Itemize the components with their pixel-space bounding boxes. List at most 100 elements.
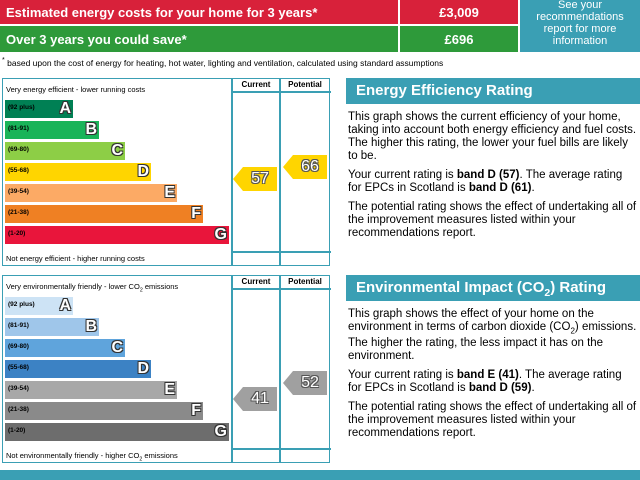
text: This graph shows the effect of your home… xyxy=(348,308,594,333)
band-range: (55-68) xyxy=(8,167,29,174)
band-letter: B xyxy=(85,121,97,138)
text: . The average rating for EPCs in Scotlan… xyxy=(348,369,622,395)
band-range: (92 plus) xyxy=(8,301,35,308)
band: (81-91) B xyxy=(5,318,99,336)
recommendations-link[interactable]: See your recommendations report for more… xyxy=(520,0,640,52)
band-letter: C xyxy=(111,142,123,159)
potential-header: Potential xyxy=(288,277,322,286)
text: 2 xyxy=(139,287,143,294)
text: 2 xyxy=(139,456,143,463)
environment-chart: Current Potential Very environmentally f… xyxy=(2,275,331,463)
potential-column xyxy=(279,276,329,462)
current-header: Current xyxy=(241,80,271,89)
potential-header: Potential xyxy=(288,80,322,89)
rating-value: 52 xyxy=(301,374,319,392)
band-range: (21-38) xyxy=(8,406,29,413)
text: 2 xyxy=(570,326,575,336)
rating-value: 57 xyxy=(251,170,269,188)
band-range: (21-38) xyxy=(8,209,29,216)
band-letter: G xyxy=(214,226,227,243)
arrow-shape xyxy=(233,386,277,411)
band: (81-91) B xyxy=(5,121,99,139)
footer-rule xyxy=(231,251,331,253)
band-range: (1-20) xyxy=(8,427,26,434)
band-range: (39-54) xyxy=(8,385,29,392)
paragraph: Your current rating is band D (57). The … xyxy=(348,169,638,195)
band-letter: B xyxy=(85,318,97,335)
band-letter: A xyxy=(59,297,71,314)
band-letter: F xyxy=(191,205,201,222)
save-label: Over 3 years you could save* xyxy=(0,26,398,52)
current-rating-arrow: 41 xyxy=(233,386,277,411)
current-header: Current xyxy=(241,277,271,286)
band: (21-38) F xyxy=(5,205,203,223)
footnote-mark: * xyxy=(2,56,5,64)
band: (1-20) G xyxy=(5,226,229,244)
paragraph: This graph shows the effect of your home… xyxy=(348,308,638,363)
text: . xyxy=(531,382,535,395)
band-range: (39-54) xyxy=(8,188,29,195)
footer-bar xyxy=(0,470,640,480)
energy-title: Energy Efficiency Rating xyxy=(346,78,640,104)
band: (55-68) D xyxy=(5,163,151,181)
band-range: (1-20) xyxy=(8,230,26,237)
text: band D (61) xyxy=(468,182,532,194)
band: (39-54) E xyxy=(5,184,177,202)
potential-rating-arrow: 52 xyxy=(283,371,327,396)
text: ) emissions. The higher the rating, the … xyxy=(348,321,637,363)
arrow-shape xyxy=(233,167,277,192)
arrow-shape xyxy=(283,371,327,396)
band-range: (69-80) xyxy=(8,343,29,350)
costs-value: £3,009 xyxy=(400,0,518,24)
paragraph: The potential rating shows the effect of… xyxy=(348,201,637,239)
band: (1-20) G xyxy=(5,423,229,441)
text: . xyxy=(531,182,535,194)
header-rule xyxy=(231,91,331,93)
band-letter: F xyxy=(191,402,201,419)
current-rating-arrow: 57 xyxy=(233,167,277,192)
band-range: (69-80) xyxy=(8,146,29,153)
paragraph: Your current rating is band E (41). The … xyxy=(348,369,638,395)
potential-column xyxy=(279,79,329,265)
arrow-shape xyxy=(283,154,327,179)
footer-rule xyxy=(231,448,331,450)
text: band D (57) xyxy=(456,169,520,181)
bottom-label: Not environmentally friendly - higher CO… xyxy=(6,451,178,463)
environment-description: This graph shows the effect of your home… xyxy=(348,308,638,446)
paragraph: The potential rating shows the effect of… xyxy=(348,401,637,440)
band-range: (81-91) xyxy=(8,125,29,132)
band-range: (92 plus) xyxy=(8,104,35,111)
bottom-label: Not energy efficient - higher running co… xyxy=(6,254,145,263)
potential-rating-arrow: 66 xyxy=(283,154,327,179)
text: emissions xyxy=(142,451,178,460)
band: (69-80) C xyxy=(5,339,125,357)
band: (21-38) F xyxy=(5,402,203,420)
text: emissions xyxy=(142,282,179,291)
top-label: Very environmentally friendly - lower CO… xyxy=(6,282,178,294)
environment-title: Environmental Impact (CO2) Rating xyxy=(346,275,640,301)
current-column xyxy=(231,79,281,265)
band: (55-68) D xyxy=(5,360,151,378)
rating-value: 66 xyxy=(301,157,319,175)
band: (92 plus) A xyxy=(5,297,73,315)
top-label: Very energy efficient - lower running co… xyxy=(6,85,146,94)
energy-chart: Current Potential Very energy efficient … xyxy=(2,78,331,266)
text: 2 xyxy=(544,287,551,299)
footnote-text: based upon the cost of energy for heatin… xyxy=(7,57,444,68)
text: Your current rating is xyxy=(348,169,457,181)
band: (92 plus) A xyxy=(5,100,73,118)
text: Not environmentally friendly - higher CO xyxy=(6,451,140,460)
text: Very environmentally friendly - lower CO xyxy=(6,282,140,291)
text: band E (41) xyxy=(456,369,519,382)
energy-description: This graph shows the current efficiency … xyxy=(348,111,638,246)
header-rule xyxy=(231,288,331,290)
text: Your current rating is xyxy=(348,369,457,382)
band: (39-54) E xyxy=(5,381,177,399)
band-letter: G xyxy=(214,423,227,440)
band-range: (81-91) xyxy=(8,322,29,329)
save-value: £696 xyxy=(400,26,518,52)
band-letter: E xyxy=(164,381,175,398)
band-letter: E xyxy=(164,184,175,201)
band-letter: D xyxy=(137,163,149,180)
